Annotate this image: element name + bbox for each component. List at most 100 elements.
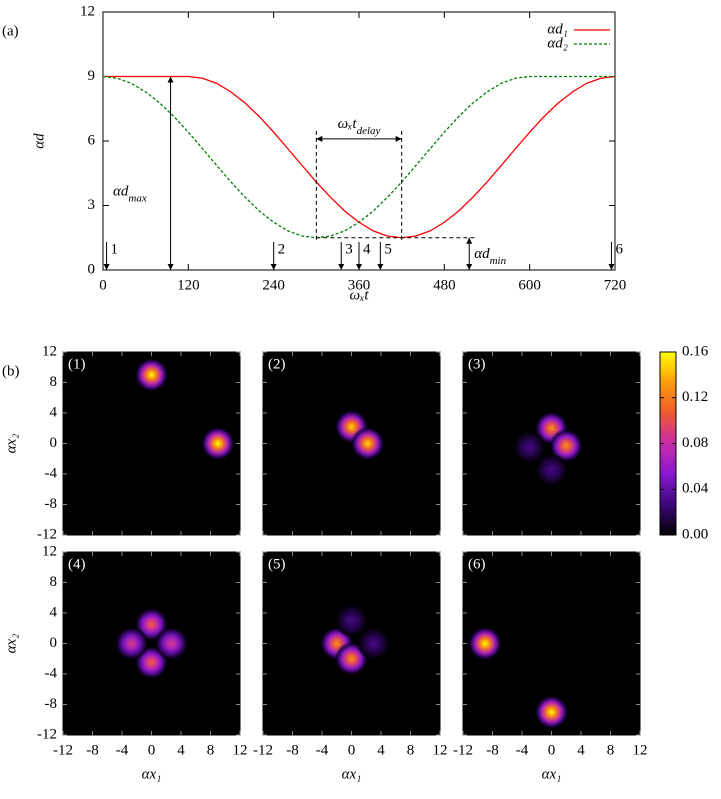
- density-spot: [356, 626, 391, 661]
- y-tick-label: 4: [50, 604, 58, 620]
- density-spot: [334, 603, 369, 638]
- delay-arrow-head: [395, 135, 402, 142]
- x-tick-label: 8: [207, 742, 215, 758]
- y-tick-label: 12: [42, 543, 57, 559]
- colorbar-tick-label: 0.04: [682, 481, 709, 497]
- panel-label: (a): [2, 23, 19, 39]
- heatmap-label: (2): [268, 356, 286, 372]
- density-spot: [512, 430, 547, 465]
- x-axis-label: ωₓt: [349, 287, 369, 303]
- x-tick-label: -12: [453, 742, 473, 758]
- marker-arrow-head: [608, 264, 615, 270]
- density-spot: [534, 453, 569, 488]
- y-tick-label: 9: [88, 68, 96, 84]
- y-axis-label: αd: [31, 133, 47, 149]
- x-tick-label: 4: [377, 742, 385, 758]
- marker-label: 4: [363, 241, 371, 257]
- x-tick-label: 0: [148, 742, 156, 758]
- marker-label: 6: [615, 241, 623, 257]
- density-spot: [114, 626, 149, 661]
- y-tick-label: 3: [88, 197, 96, 213]
- x-tick-label: 120: [177, 277, 200, 293]
- series-line: [102, 75, 615, 239]
- y-tick-label: 6: [88, 132, 96, 148]
- marker-label: 1: [111, 241, 119, 257]
- heatmap-label: (6): [468, 556, 486, 572]
- x-tick-label: -12: [253, 742, 273, 758]
- marker-arrow-head: [356, 264, 362, 270]
- density-spot: [534, 695, 569, 730]
- x-tick-label: 0: [548, 742, 556, 758]
- min-label-sub: min: [490, 254, 507, 266]
- x-tick-label: 0: [348, 742, 356, 758]
- y-tick-label: 12: [80, 3, 95, 19]
- heatmap-spots: [334, 409, 385, 461]
- heatmap-spots: [114, 607, 189, 680]
- colorbar-tick-label: 0.08: [682, 435, 708, 451]
- panel-label: (b): [2, 363, 20, 379]
- max-label-base: αd: [113, 184, 129, 200]
- min-arrow-head: [466, 264, 473, 270]
- marker-label: 3: [345, 241, 353, 257]
- max-label-sub: max: [128, 192, 146, 204]
- x-tick-label: -12: [53, 742, 73, 758]
- x-tick-label: 240: [262, 277, 285, 293]
- x-tick-label: -8: [86, 742, 99, 758]
- y-tick-label: -4: [45, 465, 58, 481]
- x-tick-label: 8: [607, 742, 615, 758]
- x-tick-label: 12: [233, 742, 248, 758]
- max-label: αdmax: [113, 184, 147, 204]
- y-tick-label: -4: [45, 665, 58, 681]
- plot-frame: [102, 11, 616, 271]
- x-tick-label: -4: [516, 742, 529, 758]
- density-spot: [468, 626, 503, 661]
- colorbar-tick-label: 0.12: [682, 389, 708, 405]
- heatmap-background: [63, 552, 240, 735]
- marker-arrow-head: [270, 264, 277, 270]
- heatmap-spots: [134, 357, 235, 461]
- x-tick-label: -4: [116, 742, 129, 758]
- max-arrow-head: [167, 264, 174, 270]
- y-axis-label: αx₂: [3, 634, 19, 654]
- heatmap-label: (4): [68, 556, 86, 572]
- legend-label: αd₁: [547, 21, 568, 37]
- x-axis-label: αx₁: [142, 766, 162, 782]
- x-tick-label: 8: [407, 742, 415, 758]
- y-tick-label: 0: [50, 435, 58, 451]
- x-tick-label: 12: [633, 742, 648, 758]
- x-tick-label: 0: [99, 277, 107, 293]
- y-tick-label: 8: [50, 374, 58, 390]
- legend-label: αd₂: [547, 35, 568, 51]
- series-line: [103, 75, 616, 239]
- y-tick-label: 0: [88, 261, 96, 277]
- x-tick-label: 360: [348, 277, 371, 293]
- y-tick-label: 12: [42, 343, 57, 359]
- marker-label: 5: [384, 241, 392, 257]
- marker-arrow-head: [338, 264, 345, 270]
- x-tick-label: 4: [577, 742, 585, 758]
- y-tick-label: 0: [50, 635, 58, 651]
- heatmap-label: (1): [68, 356, 86, 372]
- density-spot: [200, 426, 235, 461]
- delay-label-base: ωₓt: [338, 116, 358, 132]
- density-spot: [154, 626, 189, 661]
- colorbar-tick-label: 0.16: [682, 343, 709, 359]
- x-tick-label: -8: [286, 742, 299, 758]
- colorbar-tick-label: 0.00: [682, 526, 708, 542]
- y-tick-label: -8: [45, 696, 58, 712]
- density-spot: [549, 428, 584, 463]
- marker-arrow-head: [103, 264, 110, 270]
- x-tick-label: -4: [316, 742, 329, 758]
- heatmap-spots: [468, 626, 569, 730]
- max-arrow-head: [167, 76, 174, 83]
- y-tick-label: 8: [50, 574, 58, 590]
- x-axis-label: αx₁: [342, 766, 362, 782]
- delay-label-sub: delay: [357, 124, 381, 136]
- min-label: αdmin: [474, 246, 506, 266]
- y-tick-label: -8: [45, 496, 58, 512]
- x-tick-label: 720: [604, 277, 627, 293]
- min-arrow-head: [466, 237, 473, 244]
- y-axis-label: αx₂: [3, 434, 19, 454]
- x-tick-label: 12: [433, 742, 448, 758]
